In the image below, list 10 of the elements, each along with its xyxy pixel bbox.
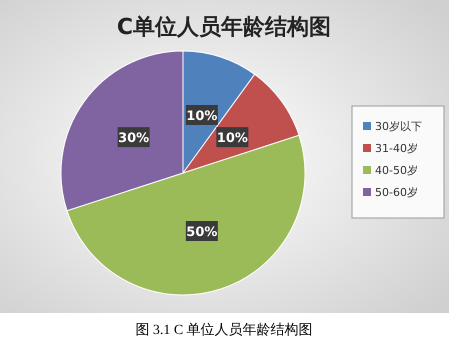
chart-title: C单位人员年龄结构图 bbox=[116, 15, 332, 40]
data-label: 10% bbox=[186, 108, 218, 124]
legend-label: 31-40岁 bbox=[375, 142, 418, 155]
data-label: 50% bbox=[186, 225, 218, 240]
caption: 图 3.1 C 单位人员年龄结构图 bbox=[135, 322, 313, 338]
legend-label: 50-60岁 bbox=[375, 186, 418, 199]
data-label: 10% bbox=[216, 131, 248, 146]
legend-label: 30岁以下 bbox=[375, 120, 422, 133]
slice-label: 40-50岁 bbox=[375, 164, 418, 177]
data-label: 30% bbox=[118, 131, 150, 146]
